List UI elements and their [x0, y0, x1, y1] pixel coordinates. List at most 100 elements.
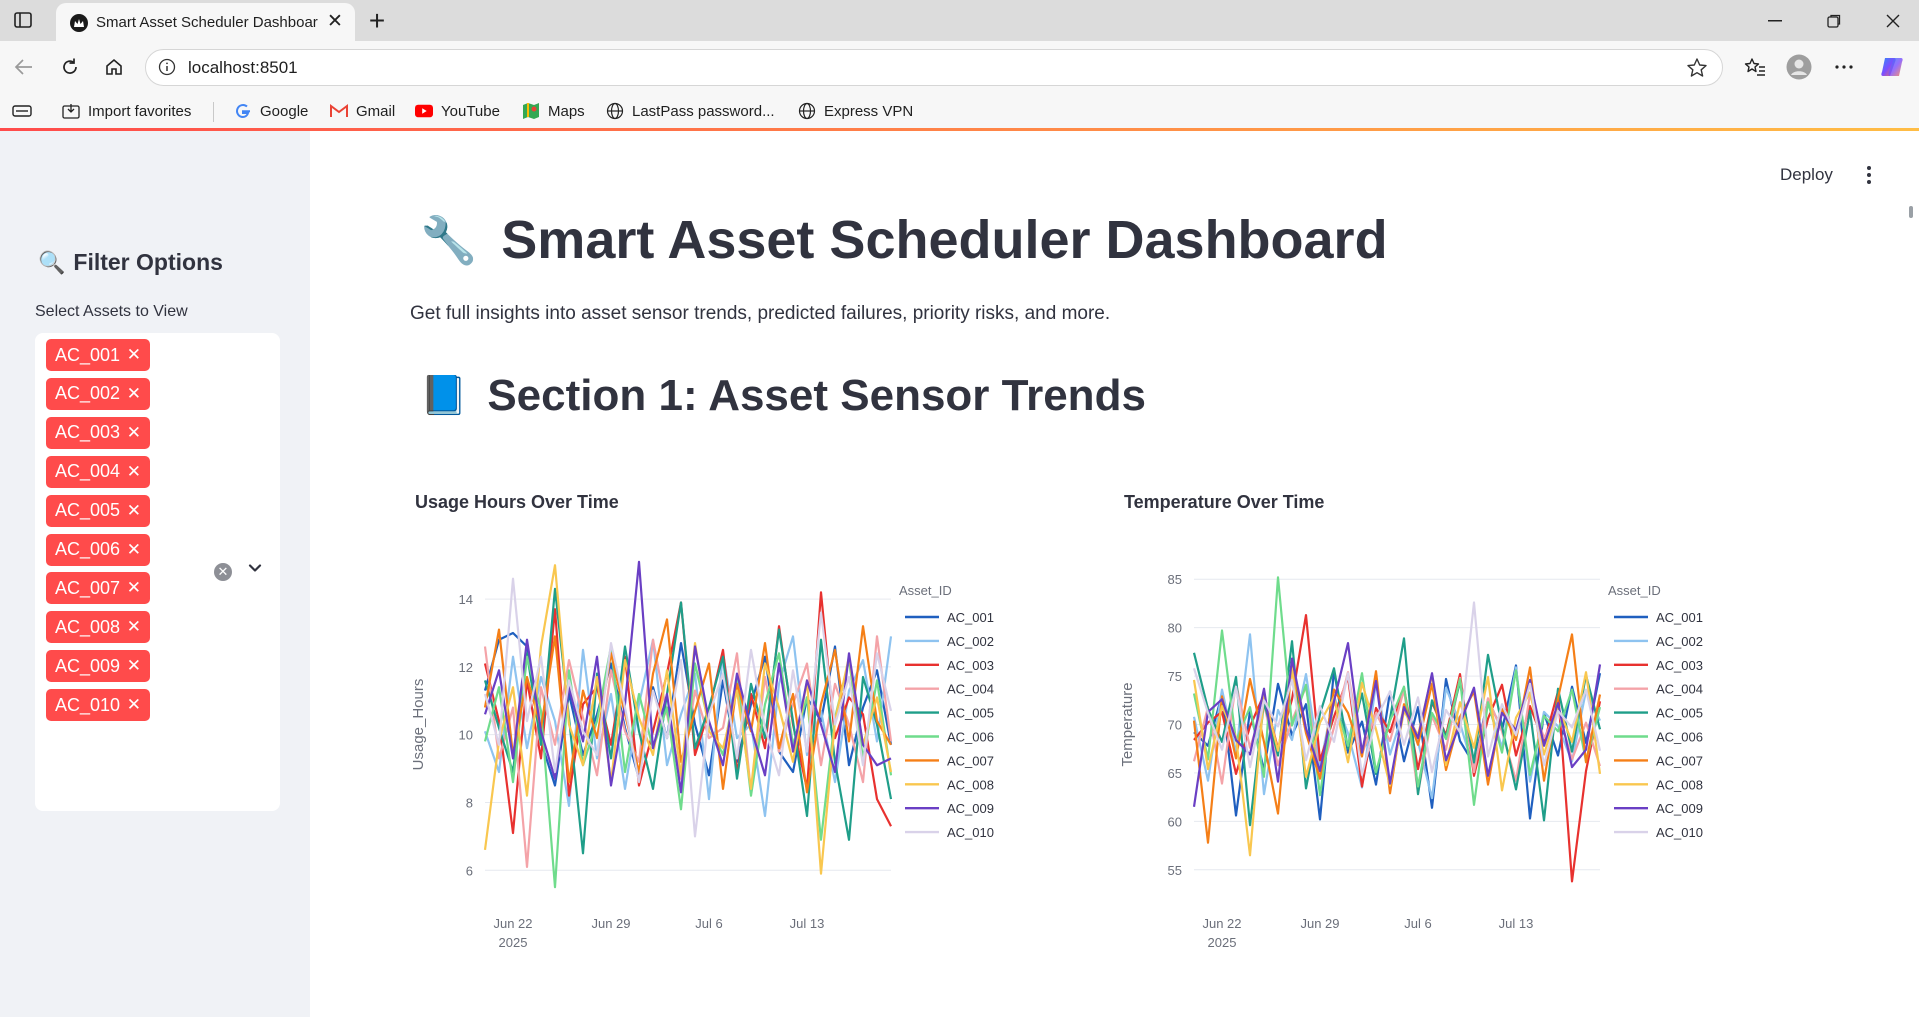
remove-chip-icon[interactable]: ✕ [126, 345, 141, 364]
remove-chip-icon[interactable]: ✕ [126, 539, 141, 559]
series-line-ac-006 [1192, 576, 1602, 806]
remove-chip-icon[interactable]: ✕ [126, 656, 141, 676]
legend-label: AC_005 [1656, 706, 1703, 721]
reload-icon[interactable] [56, 53, 84, 81]
magnifier-icon: 🔍 [38, 249, 66, 275]
browser-toolbar: localhost:8501 [0, 41, 1919, 94]
address-bar[interactable]: localhost:8501 [145, 49, 1723, 86]
legend-title: Asset_ID [899, 583, 952, 598]
bookmark-google[interactable]: Google [234, 100, 308, 122]
x-tick-label: Jul 6 [695, 916, 722, 931]
asset-chip[interactable]: AC_009 ✕ [46, 650, 150, 683]
asset-chip-label: AC_002 [55, 383, 121, 404]
temperature-chart[interactable]: 55 60 65 70 75 80 85 Jun 22 2025 Jun 29 Jul 6 Jul 1… [1114, 555, 1714, 955]
asset-chip[interactable]: AC_008 ✕ [46, 611, 150, 644]
close-window-icon[interactable] [1883, 12, 1903, 30]
x-tick-label: Jul 13 [1499, 916, 1534, 931]
y-tick-label: 70 [1168, 718, 1182, 733]
x-tick-label: Jun 29 [1300, 916, 1339, 931]
remove-chip-icon[interactable]: ✕ [126, 383, 141, 403]
x-tick-label: Jul 6 [1404, 916, 1431, 931]
more-menu-icon[interactable] [1830, 53, 1858, 81]
remove-chip-icon[interactable]: ✕ [126, 422, 141, 442]
series-line-ac-010 [1192, 601, 1602, 776]
remove-chip-icon[interactable]: ✕ [126, 500, 141, 520]
streamlit-favicon-icon [70, 14, 88, 32]
browser-tab[interactable]: Smart Asset Scheduler Dashboard ✕ [56, 3, 355, 41]
asset-chip[interactable]: AC_004 ✕ [46, 455, 150, 488]
bookmark-gmail[interactable]: Gmail [330, 100, 395, 122]
minimize-icon[interactable] [1765, 12, 1785, 30]
tab-close-icon[interactable]: ✕ [327, 11, 343, 32]
bookmark-label: Express VPN [824, 102, 914, 120]
bookmark-lastpass[interactable]: LastPass password... [606, 100, 775, 122]
deploy-button[interactable]: Deploy [1780, 165, 1833, 184]
page-intro: Get full insights into asset sensor tren… [410, 303, 1111, 324]
usage-hours-chart[interactable]: 6 8 10 12 14 Jun 22 2025 Jun 29 Jul 6 Jul 13 Date U… [405, 555, 1005, 955]
y-tick-label: 6 [466, 863, 473, 878]
sidebar: 🔍 Filter Options Select Assets to View A… [0, 131, 310, 1017]
sidebar-title-text: Filter Options [73, 249, 223, 275]
bookmark-maps[interactable]: Maps [522, 100, 585, 122]
new-tab-icon[interactable]: + [368, 5, 386, 36]
asset-chip[interactable]: AC_002 ✕ [46, 377, 150, 410]
asset-chip[interactable]: AC_006 ✕ [46, 533, 150, 566]
y-tick-label: 8 [466, 795, 473, 810]
scrollbar[interactable] [1907, 186, 1915, 1017]
site-info-icon[interactable] [158, 58, 176, 76]
asset-chip[interactable]: AC_005 ✕ [46, 494, 150, 527]
main-menu-icon[interactable] [1864, 165, 1874, 185]
temperature-chart-title: Temperature Over Time [1124, 492, 1325, 512]
clear-all-icon[interactable]: ✕ [214, 563, 232, 581]
reading-view-icon[interactable] [12, 100, 32, 122]
favorites-icon[interactable] [1741, 53, 1769, 81]
bookmark-label: Gmail [356, 102, 396, 120]
series-line-ac-010 [483, 577, 893, 838]
usage-chart-title: Usage Hours Over Time [415, 492, 619, 512]
asset-chip[interactable]: AC_003 ✕ [46, 416, 150, 449]
legend-label: AC_002 [947, 634, 994, 649]
y-tick-label: 60 [1168, 814, 1182, 829]
y-axis-title: Usage_Hours [410, 679, 427, 771]
bookmark-import-favorites[interactable]: Import favorites [62, 100, 191, 122]
asset-chip-label: AC_007 [55, 577, 121, 598]
copilot-icon[interactable] [1878, 53, 1906, 81]
bookmark-express-vpn[interactable]: Express VPN [798, 100, 913, 122]
app-header-decoration [0, 128, 1919, 131]
tab-actions-icon[interactable] [13, 11, 33, 29]
asset-chip[interactable]: AC_010 ✕ [46, 689, 150, 722]
asset-chip[interactable]: AC_001 ✕ [46, 339, 150, 371]
home-icon[interactable] [100, 53, 128, 81]
asset-chip-label: AC_003 [55, 422, 121, 443]
globe-icon [606, 102, 624, 120]
legend-label: AC_007 [1656, 753, 1703, 768]
remove-chip-icon[interactable]: ✕ [126, 461, 141, 481]
asset-chip-label: AC_006 [55, 539, 121, 559]
restore-icon[interactable] [1824, 12, 1844, 30]
legend-label: AC_009 [947, 801, 994, 816]
x-tick-sublabel: 2025 [1208, 935, 1237, 950]
remove-chip-icon[interactable]: ✕ [126, 617, 141, 637]
favorite-star-icon[interactable] [1686, 57, 1708, 79]
legend-label: AC_002 [1656, 634, 1703, 649]
gmail-icon [330, 102, 348, 120]
series-line-ac-009 [483, 560, 892, 794]
bookmark-youtube[interactable]: YouTube [415, 100, 500, 122]
back-icon[interactable] [10, 53, 38, 81]
legend-label: AC_009 [1656, 801, 1703, 816]
asset-chip[interactable]: AC_007 ✕ [46, 572, 150, 605]
legend-label: AC_005 [947, 706, 994, 721]
url-text: localhost:8501 [188, 58, 298, 77]
chevron-down-icon[interactable] [246, 559, 264, 577]
bookmark-label: Google [260, 102, 309, 120]
legend-label: AC_003 [1656, 658, 1703, 673]
asset-multiselect[interactable]: AC_001 ✕ AC_002 ✕ AC_003 ✕ AC_004 ✕ AC_005 ✕ AC_00… [35, 333, 280, 811]
section-heading: 📘 Section 1: Asset Sensor Trends [420, 371, 1146, 421]
asset-select-label: Select Assets to View [35, 303, 188, 320]
scrollbar-thumb[interactable] [1909, 206, 1913, 218]
remove-chip-icon[interactable]: ✕ [126, 695, 141, 715]
bookmark-label: LastPass password... [632, 102, 775, 120]
remove-chip-icon[interactable]: ✕ [126, 578, 141, 598]
google-icon [234, 102, 252, 120]
profile-avatar-icon[interactable] [1785, 53, 1813, 81]
